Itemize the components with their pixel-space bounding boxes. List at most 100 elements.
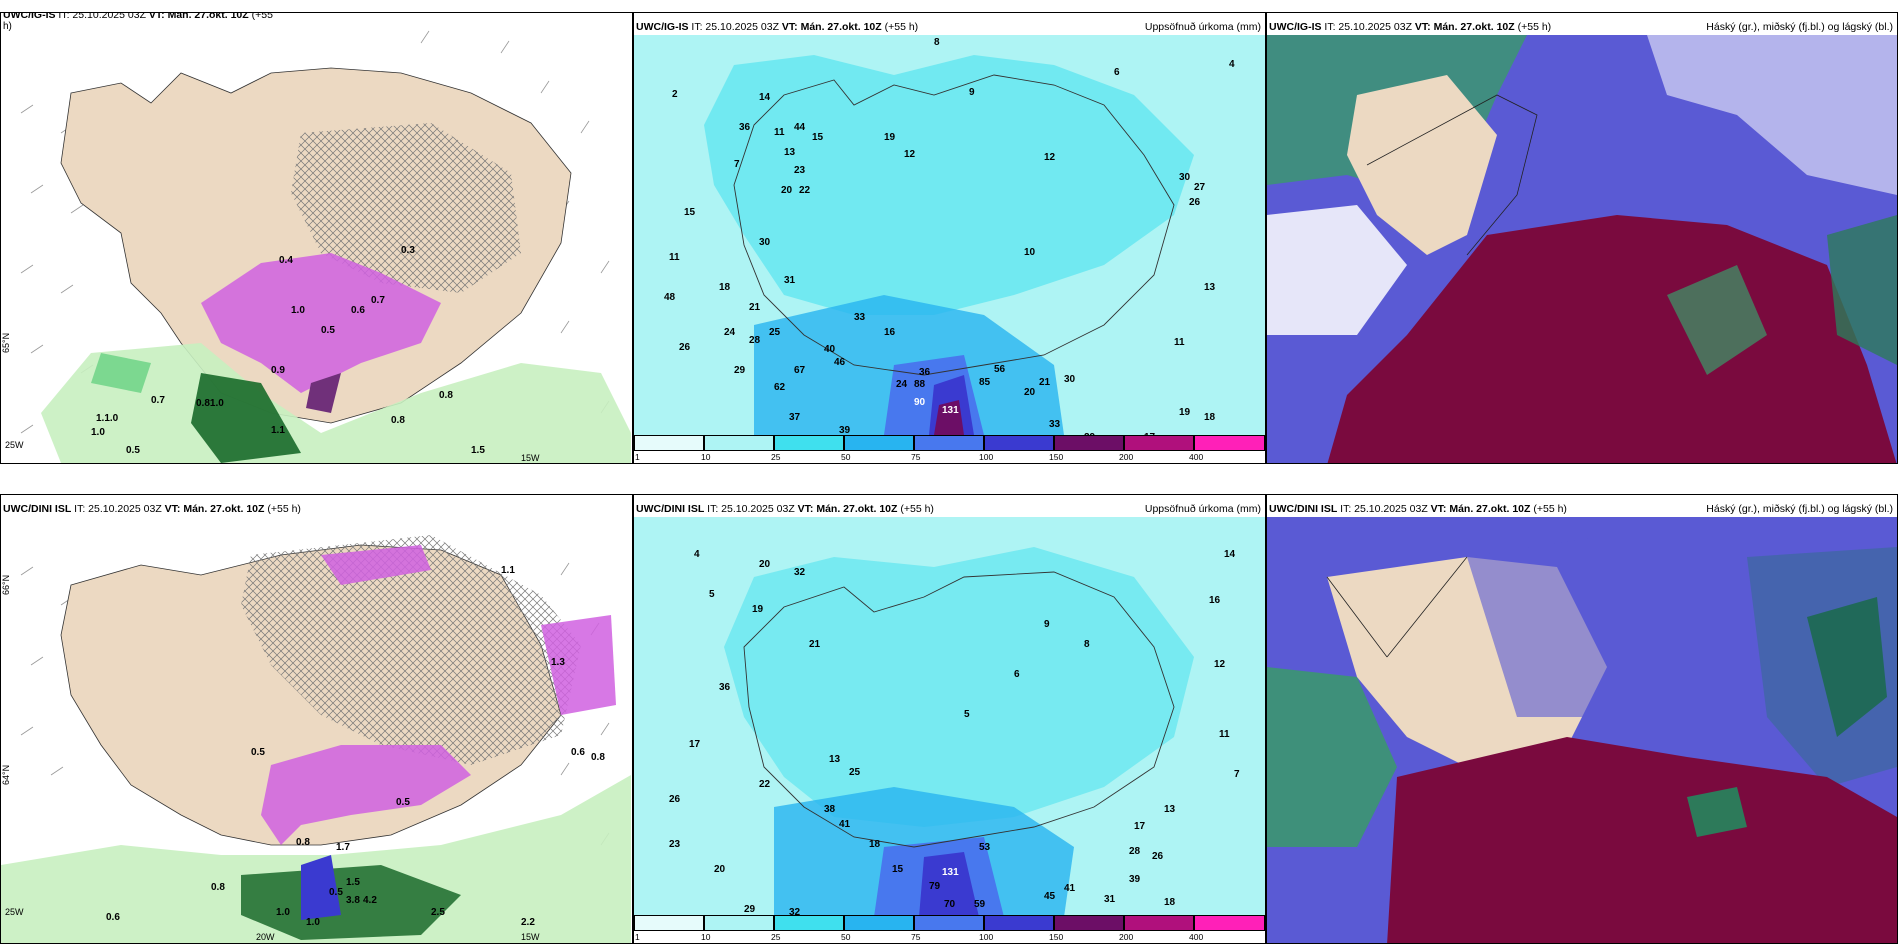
value: 18 <box>869 839 881 850</box>
colorbar-swatch <box>1124 915 1194 931</box>
value-labels: 0.6 0.8 1.0 0.8 1.7 1.5 0.5 3.8 4.2 2.5 … <box>106 565 605 928</box>
colorbar-swatch <box>984 435 1054 451</box>
init-time: IT: 25.10.2025 03Z <box>55 12 149 21</box>
value: 18 <box>719 282 731 293</box>
panel-ig-accum: UWC/IG-IS IT: 25.10.2025 03Z VT: Mán. 27… <box>633 12 1266 464</box>
value: 79 <box>929 881 941 892</box>
label: 0.6 <box>106 912 120 923</box>
value: 41 <box>1064 883 1076 894</box>
value: 26 <box>669 794 681 805</box>
panel-title: UWC/IG-IS IT: 25.10.2025 03Z VT: Mán. 27… <box>3 12 628 23</box>
colorbar-tick: 25 <box>771 452 781 462</box>
precip-values: 4 5 20 19 32 21 17 22 26 23 20 29 32 38 … <box>669 549 1240 917</box>
colorbar-swatch <box>704 915 774 931</box>
colorbar-tick: 10 <box>701 932 711 942</box>
value: 22 <box>759 779 771 790</box>
label: 1.0 <box>291 305 305 316</box>
value: 88 <box>914 379 926 390</box>
value: 18 <box>1164 897 1176 908</box>
value: 28 <box>749 335 761 346</box>
value: 13 <box>1164 804 1176 815</box>
label: 0.5 <box>321 325 335 336</box>
panel-ig-precip-type: UWC/IG-IS IT: 25.10.2025 03Z VT: Mán. 27… <box>0 12 633 464</box>
value: 37 <box>789 412 801 423</box>
colorbar-tick: 200 <box>1119 452 1134 462</box>
mixed-purple <box>301 855 341 920</box>
panel-ig-clouds: UWC/IG-IS IT: 25.10.2025 03Z VT: Mán. 27… <box>1266 12 1898 464</box>
value: 30 <box>1064 374 1076 385</box>
value: 36 <box>719 682 731 693</box>
value: 46 <box>834 357 846 368</box>
colorbar-tick: 25 <box>771 932 781 942</box>
panel-title: UWC/DINI ISL IT: 25.10.2025 03Z VT: Mán.… <box>1269 501 1893 517</box>
label: 0.8 <box>391 415 405 426</box>
colorbar-tick: 1 <box>635 932 640 942</box>
panel-title: UWC/DINI ISL IT: 25.10.2025 03Z VT: Mán.… <box>636 501 1261 517</box>
value: 36 <box>919 367 931 378</box>
valid-time: VT: Mán. 27.okt. 10Z <box>1414 21 1515 33</box>
model-name: UWC/IG-IS <box>1269 21 1322 33</box>
value: 29 <box>744 904 756 915</box>
value: 13 <box>1204 282 1216 293</box>
colorbar-swatch <box>1054 435 1124 451</box>
label: 0.5 <box>251 747 265 758</box>
value: 11 <box>1174 337 1185 348</box>
value: 21 <box>749 302 761 313</box>
value: 14 <box>1224 549 1236 560</box>
value: 17 <box>1134 821 1146 832</box>
label: 0.6 <box>351 305 365 316</box>
lon-label: 20W <box>256 932 275 942</box>
value: 26 <box>1189 197 1201 208</box>
label: 1.3 <box>551 657 565 668</box>
value: 29 <box>734 365 746 376</box>
panel-dini-clouds: UWC/DINI ISL IT: 25.10.2025 03Z VT: Mán.… <box>1266 494 1898 944</box>
label: 0.7 <box>371 295 385 306</box>
label: 0.81.0 <box>196 398 224 409</box>
value: 45 <box>1044 891 1056 902</box>
value: 56 <box>994 364 1006 375</box>
value: 32 <box>794 567 806 578</box>
lead-time: (+55 h) <box>897 503 934 515</box>
rain-green-area <box>1 775 631 943</box>
value: 20 <box>714 864 726 875</box>
label: 0.7 <box>151 395 165 406</box>
colorbar-swatch <box>704 435 774 451</box>
lat-label: 65°N <box>1 333 11 353</box>
value: 53 <box>979 842 991 853</box>
value: 13 <box>784 147 796 158</box>
value: 14 <box>759 92 771 103</box>
field-title: Háský (gr.), miðský (fj.bl.) og lágský (… <box>1706 503 1893 515</box>
valid-time: VT: Mán. 27.okt. 10Z <box>797 503 898 515</box>
mixed-magenta-north <box>321 545 431 585</box>
cloud-map <box>1267 35 1897 463</box>
colorbar-tick: 150 <box>1049 452 1064 462</box>
colorbar-swatch <box>1194 435 1265 451</box>
lead-time: (+55 h) <box>1514 21 1552 33</box>
value: 22 <box>799 185 811 196</box>
colorbar-swatch <box>914 915 984 931</box>
label: 1.7 <box>336 842 350 853</box>
label: 0.8 <box>296 837 310 848</box>
rain-green-dark <box>191 373 301 463</box>
value: 36 <box>739 122 751 133</box>
colorbar-tick: 400 <box>1189 452 1204 462</box>
valid-time: VT: Mán. 27.okt. 10Z <box>148 12 249 21</box>
value: 20 <box>781 185 793 196</box>
value: 24 <box>724 327 736 338</box>
value: 12 <box>1044 152 1056 163</box>
colorbar-swatch <box>844 435 914 451</box>
mixed-magenta <box>201 253 441 393</box>
mixed-magenta <box>261 745 471 845</box>
model-name: UWC/IG-IS <box>636 21 689 33</box>
value: 25 <box>769 327 781 338</box>
value: 39 <box>839 425 851 436</box>
valid-time: VT: Mán. 27.okt. 10Z <box>1430 503 1531 515</box>
iceland-outline <box>743 571 1175 848</box>
value: 4 <box>694 549 700 560</box>
value: 38 <box>824 804 836 815</box>
value: 30 <box>759 237 771 248</box>
value: 6 <box>1014 669 1020 680</box>
panel-dini-accum: UWC/DINI ISL IT: 25.10.2025 03Z VT: Mán.… <box>633 494 1266 944</box>
value: 26 <box>1152 851 1164 862</box>
value: 70 <box>944 899 956 910</box>
